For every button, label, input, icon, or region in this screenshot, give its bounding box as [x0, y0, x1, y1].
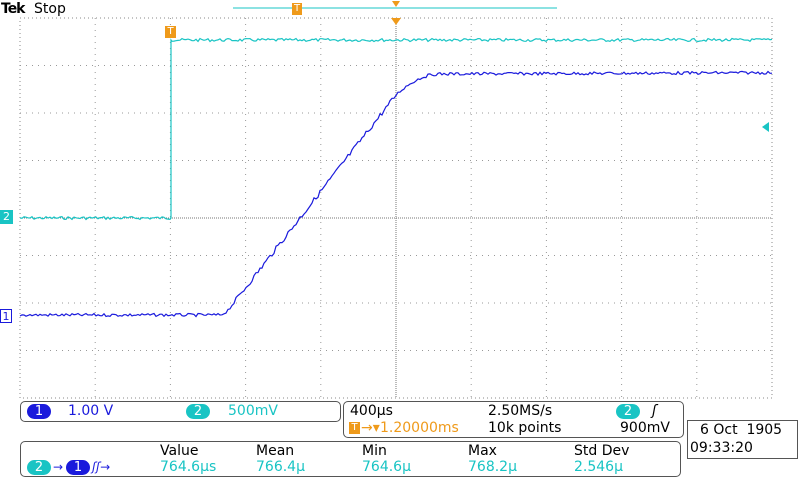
meas-header: Max [468, 443, 497, 459]
time: 09:33:20 [690, 440, 753, 456]
arrow: → [53, 460, 64, 474]
record-length: 10k points [488, 420, 562, 436]
ch1-scale: 1.00 V [68, 403, 114, 419]
channel-panel [20, 401, 341, 422]
sample-rate: 2.50MS/s [488, 403, 553, 419]
meas-value: 764.6µ [362, 459, 411, 475]
meas-source: 2 [27, 460, 51, 475]
meas-header: Min [362, 443, 387, 459]
trigger-pos [392, 1, 400, 7]
trigger-level: 900mV [620, 420, 670, 436]
trigger-marker: T [165, 26, 176, 38]
ch2-trace [19, 37, 773, 221]
meas-header: Mean [256, 443, 295, 459]
trigger-marker: T [292, 3, 302, 15]
meas-value: 764.6µs [160, 459, 217, 475]
ch2-marker: 2 [0, 210, 13, 224]
meas-value: 2.546µ [574, 459, 623, 475]
ch2-scale: 500mV [228, 403, 278, 419]
brand: Tek [1, 1, 25, 17]
trigger-icon: T [349, 422, 360, 434]
meas-header: Std Dev [574, 443, 630, 459]
trigger-arrow: →▾ [361, 420, 380, 436]
trigger-pos-screen [391, 18, 401, 25]
time-scale: 400µs [350, 403, 393, 419]
meas-value: 768.2µ [468, 459, 517, 475]
meas-target: 1 [66, 460, 90, 475]
measurement-panel [20, 441, 681, 477]
trigger-level [762, 122, 769, 132]
trigger-source: 2 [616, 404, 640, 419]
meas-value: 766.4µ [256, 459, 305, 475]
trigger-position: 1.20000ms [380, 420, 459, 436]
ch1-badge: 1 [27, 404, 51, 419]
edge-icon: ʃ [652, 403, 657, 419]
datetime-panel [687, 420, 798, 459]
timebase-panel [343, 401, 684, 438]
status: Stop [34, 1, 66, 17]
ch1-marker: 1 [0, 309, 12, 323]
ch1-trace [19, 70, 773, 318]
meas-header: Value [160, 443, 199, 459]
delay-icon: ʃʃ→ [92, 460, 111, 474]
date: 6 Oct 1905 [700, 422, 783, 438]
ch2-badge: 2 [186, 404, 210, 419]
